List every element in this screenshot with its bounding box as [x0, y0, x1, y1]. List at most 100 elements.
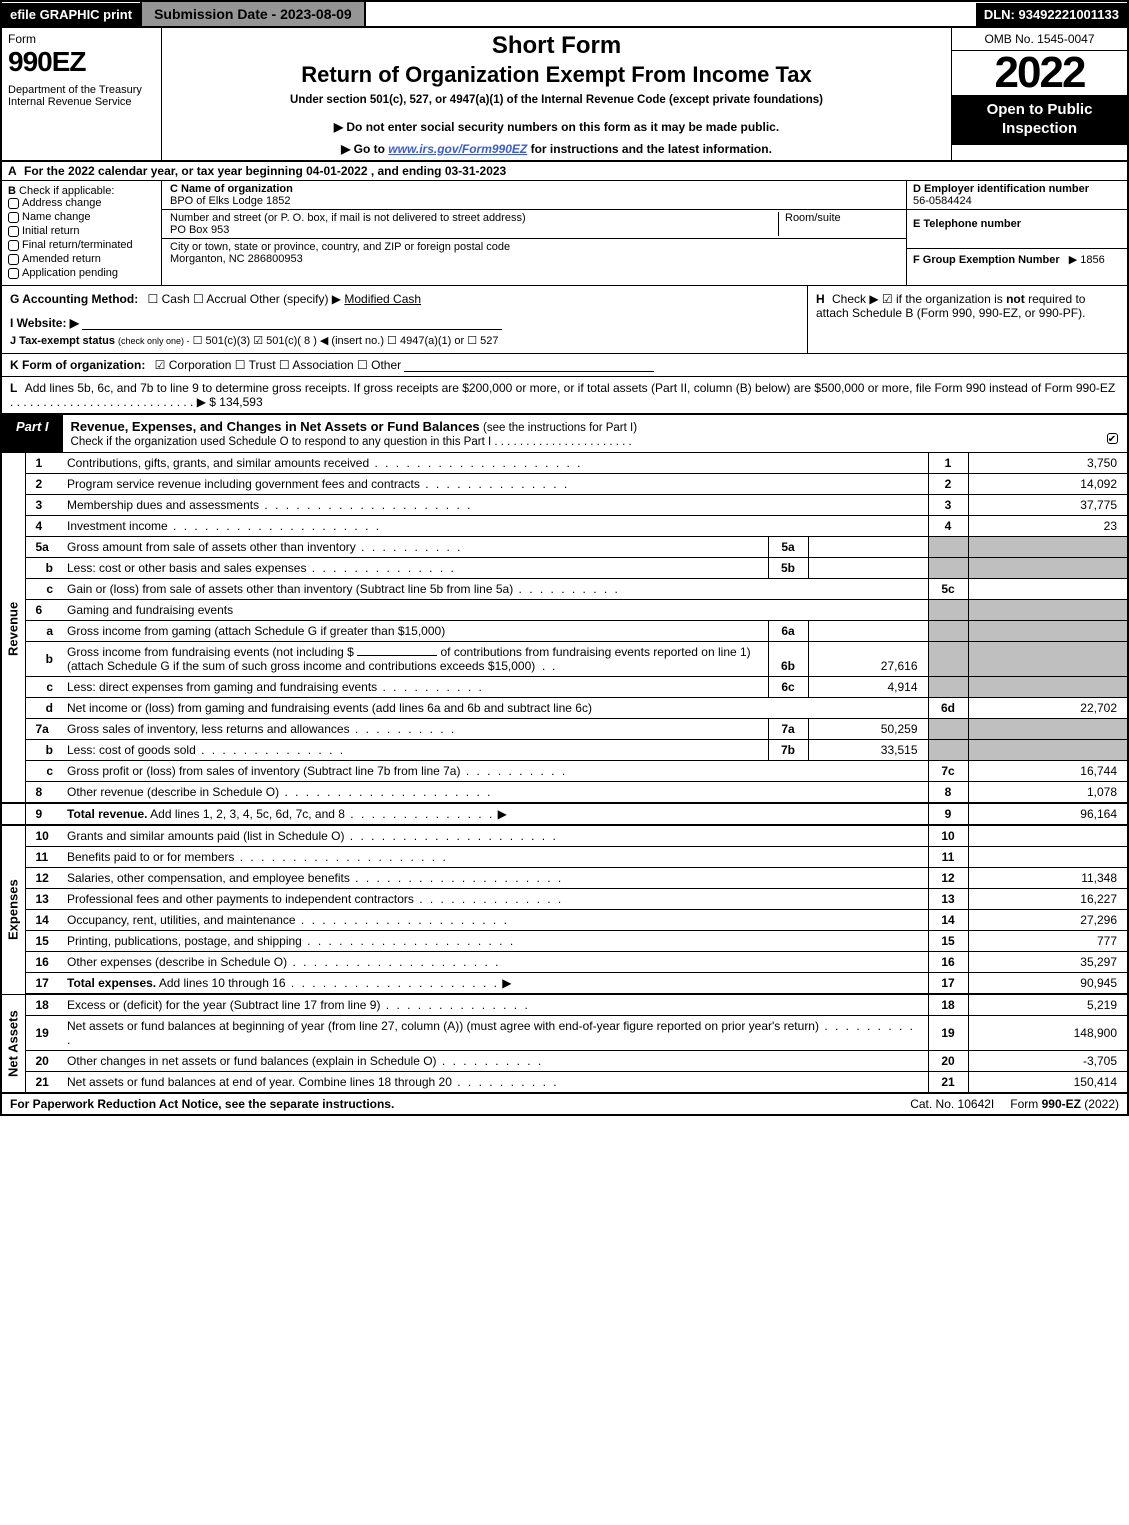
line-ref: 17	[928, 973, 968, 995]
part1-table: Revenue 1 Contributions, gifts, grants, …	[0, 453, 1129, 1094]
line-4: 4 Investment income 4 23	[1, 516, 1128, 537]
g-value: Modified Cash	[344, 292, 421, 306]
city-state-zip: Morganton, NC 286800953	[170, 253, 898, 265]
grey-cell	[968, 537, 1128, 558]
inner-num: 7b	[768, 740, 808, 761]
line-desc: Gaming and fundraising events	[61, 600, 928, 621]
line-17-rest: Add lines 10 through 16	[156, 976, 285, 990]
k-other-field[interactable]	[404, 371, 654, 372]
chk-amended-return[interactable]: Amended return	[8, 253, 155, 265]
open-to-public: Open to Public Inspection	[952, 95, 1127, 145]
line-desc: Benefits paid to or for members	[61, 847, 928, 868]
paperwork-notice: For Paperwork Reduction Act Notice, see …	[2, 1094, 902, 1114]
street-address: PO Box 953	[170, 224, 778, 236]
line-desc: Professional fees and other payments to …	[61, 889, 928, 910]
line-6d: d Net income or (loss) from gaming and f…	[1, 698, 1128, 719]
line-5b: b Less: cost or other basis and sales ex…	[1, 558, 1128, 579]
part1-checkbox[interactable]	[1097, 415, 1127, 452]
line-amount	[968, 847, 1128, 868]
chk-final-return[interactable]: Final return/terminated	[8, 239, 155, 251]
g-label: G Accounting Method:	[10, 292, 138, 306]
website-field[interactable]	[82, 329, 502, 330]
form-word: Form	[8, 32, 155, 46]
line-num: 13	[25, 889, 61, 910]
grey-cell	[968, 719, 1128, 740]
c-name-label: C Name of organization	[170, 183, 898, 195]
line-desc: Gross sales of inventory, less returns a…	[61, 719, 768, 740]
checkbox-checked-icon[interactable]	[1107, 433, 1118, 444]
line-6: 6 Gaming and fundraising events	[1, 600, 1128, 621]
line-ref: 19	[928, 1016, 968, 1051]
line-num: 7a	[25, 719, 61, 740]
short-form-title: Short Form	[170, 32, 943, 60]
inner-val	[808, 537, 928, 558]
checkbox-icon[interactable]	[8, 212, 19, 223]
h-not: not	[1006, 292, 1025, 306]
line-10: Expenses 10 Grants and similar amounts p…	[1, 825, 1128, 847]
line-7c: c Gross profit or (loss) from sales of i…	[1, 761, 1128, 782]
c-city-label: City or town, state or province, country…	[170, 241, 898, 253]
blank-field[interactable]	[357, 655, 437, 656]
d-block: D Employer identification number 56-0584…	[907, 181, 1127, 210]
line-desc: Total revenue. Add lines 1, 2, 3, 4, 5c,…	[61, 803, 928, 825]
line-amount: 16,744	[968, 761, 1128, 782]
line-num: b	[25, 740, 61, 761]
c-city-block: City or town, state or province, country…	[162, 239, 906, 267]
form-ref: Form 990-EZ (2022)	[1002, 1094, 1127, 1114]
line-desc: Net assets or fund balances at beginning…	[61, 1016, 928, 1051]
row-l: L Add lines 5b, 6c, and 7b to line 9 to …	[0, 377, 1129, 415]
line-num: 4	[25, 516, 61, 537]
line-ref: 16	[928, 952, 968, 973]
line-ref: 14	[928, 910, 968, 931]
line-8: 8 Other revenue (describe in Schedule O)…	[1, 782, 1128, 804]
chk-initial-return[interactable]: Initial return	[8, 225, 155, 237]
line-7a: 7a Gross sales of inventory, less return…	[1, 719, 1128, 740]
checkbox-icon[interactable]	[8, 268, 19, 279]
org-name: BPO of Elks Lodge 1852	[170, 195, 898, 207]
line-desc: Investment income	[61, 516, 928, 537]
line-15: 15 Printing, publications, postage, and …	[1, 931, 1128, 952]
line-ref: 1	[928, 453, 968, 474]
expenses-side-label: Expenses	[1, 825, 25, 994]
line-num: 9	[25, 803, 61, 825]
line-9: 9 Total revenue. Add lines 1, 2, 3, 4, 5…	[1, 803, 1128, 825]
checkbox-icon[interactable]	[8, 240, 19, 251]
e-block: E Telephone number	[907, 210, 1127, 249]
line-amount: 37,775	[968, 495, 1128, 516]
line-6b: b Gross income from fundraising events (…	[1, 642, 1128, 677]
chk-application-pending[interactable]: Application pending	[8, 267, 155, 279]
header-left: Form 990EZ Department of the Treasury In…	[2, 28, 162, 160]
line-20: 20 Other changes in net assets or fund b…	[1, 1051, 1128, 1072]
irs-link[interactable]: www.irs.gov/Form990EZ	[388, 142, 527, 156]
col-b: B Check if applicable: Address change Na…	[2, 181, 162, 285]
grey-cell	[928, 740, 968, 761]
k-label: K Form of organization:	[10, 358, 145, 372]
c-street-label: Number and street (or P. O. box, if mail…	[170, 212, 778, 224]
line-num: d	[25, 698, 61, 719]
chk-address-change[interactable]: Address change	[8, 197, 155, 209]
grey-cell	[928, 537, 968, 558]
line-num: 21	[25, 1072, 61, 1094]
line-ref: 5c	[928, 579, 968, 600]
line-num: c	[25, 579, 61, 600]
efile-label[interactable]: efile GRAPHIC print	[2, 3, 140, 26]
line-desc: Printing, publications, postage, and shi…	[61, 931, 928, 952]
line-11: 11 Benefits paid to or for members 11	[1, 847, 1128, 868]
j-line: J Tax-exempt status (check only one) - ☐…	[10, 334, 799, 347]
line-9-bold: Total revenue.	[67, 807, 147, 821]
checkbox-icon[interactable]	[8, 198, 19, 209]
chk-label: Name change	[22, 211, 91, 223]
grey-cell	[968, 600, 1128, 621]
goto-suffix: for instructions and the latest informat…	[527, 142, 772, 156]
h-text1: Check ▶ ☑ if the organization is	[832, 292, 1006, 306]
block-bcdef: B Check if applicable: Address change Na…	[0, 181, 1129, 286]
checkbox-icon[interactable]	[8, 226, 19, 237]
line-amount: 90,945	[968, 973, 1128, 995]
checkbox-icon[interactable]	[8, 254, 19, 265]
inner-val	[808, 621, 928, 642]
f-label: F Group Exemption Number	[913, 254, 1060, 266]
j-label: J Tax-exempt status	[10, 335, 115, 347]
part1-title: Revenue, Expenses, and Changes in Net As…	[71, 419, 480, 434]
submission-date: Submission Date - 2023-08-09	[140, 2, 366, 26]
chk-name-change[interactable]: Name change	[8, 211, 155, 223]
